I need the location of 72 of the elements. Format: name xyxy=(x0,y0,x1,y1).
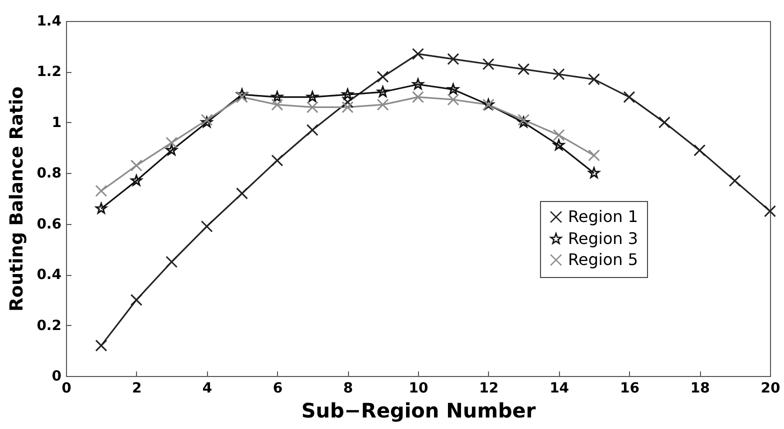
point xyxy=(271,91,283,102)
point xyxy=(518,116,530,128)
point xyxy=(658,116,670,128)
point xyxy=(306,101,318,114)
x-tick-label: 16 xyxy=(620,380,640,396)
point xyxy=(518,63,530,76)
point xyxy=(552,68,565,80)
y-tick-label: 1.4 xyxy=(36,14,62,30)
point xyxy=(588,149,600,162)
point xyxy=(447,94,460,106)
point xyxy=(764,205,776,218)
point xyxy=(95,184,108,197)
point xyxy=(552,129,565,142)
point xyxy=(447,53,460,66)
point xyxy=(200,114,213,126)
point xyxy=(553,139,565,150)
y-tick-label: 1.2 xyxy=(36,64,62,80)
point xyxy=(482,58,494,70)
point xyxy=(130,294,142,306)
point xyxy=(412,91,424,104)
x-tick-label: 8 xyxy=(343,380,353,396)
point xyxy=(236,187,248,200)
y-tick-label: 0.4 xyxy=(36,267,62,284)
x-tick-label: 18 xyxy=(690,380,710,396)
point xyxy=(271,98,284,111)
point xyxy=(166,256,178,268)
y-tick-label: 0 xyxy=(52,368,62,384)
x-tick-label: 12 xyxy=(479,380,499,396)
legend-label: Region 1 xyxy=(568,207,638,226)
point xyxy=(377,86,389,97)
point xyxy=(166,136,178,149)
point xyxy=(728,174,741,187)
point xyxy=(130,174,142,186)
point xyxy=(447,83,459,94)
y-tick-label: 0.8 xyxy=(36,166,62,182)
point xyxy=(412,78,424,90)
point xyxy=(271,154,284,166)
point xyxy=(518,114,530,126)
legend-label: Region 3 xyxy=(568,229,638,248)
legend-label: Region 5 xyxy=(568,250,638,269)
point xyxy=(201,116,213,128)
point xyxy=(130,160,142,172)
point xyxy=(200,220,213,232)
x-tick-label: 20 xyxy=(760,380,780,396)
x-tick-label: 14 xyxy=(550,380,570,396)
point xyxy=(306,124,318,136)
point xyxy=(95,202,107,214)
y-tick-label: 0.6 xyxy=(36,216,62,232)
y-axis-title: Routing Balance Ratio xyxy=(6,86,28,312)
point xyxy=(166,144,178,156)
x-tick-label: 0 xyxy=(62,380,72,396)
x-tick-label: 2 xyxy=(132,380,142,396)
point xyxy=(412,48,424,60)
x-tick-label: 6 xyxy=(272,380,283,396)
x-axis-title: Sub−Region Number xyxy=(301,398,536,422)
x-tick-label: 4 xyxy=(202,380,212,396)
point xyxy=(588,167,600,178)
y-tick-label: 0.2 xyxy=(36,318,62,334)
point xyxy=(376,70,389,83)
point xyxy=(95,340,108,352)
point xyxy=(236,88,248,100)
point xyxy=(306,91,318,102)
y-tick-label: 1 xyxy=(52,114,62,131)
point xyxy=(376,98,389,111)
point xyxy=(623,91,636,104)
point xyxy=(342,88,354,100)
point xyxy=(694,144,706,156)
x-tick-label: 10 xyxy=(408,380,428,396)
point xyxy=(236,91,248,104)
point xyxy=(588,73,600,86)
point xyxy=(342,96,354,108)
point xyxy=(342,101,354,114)
